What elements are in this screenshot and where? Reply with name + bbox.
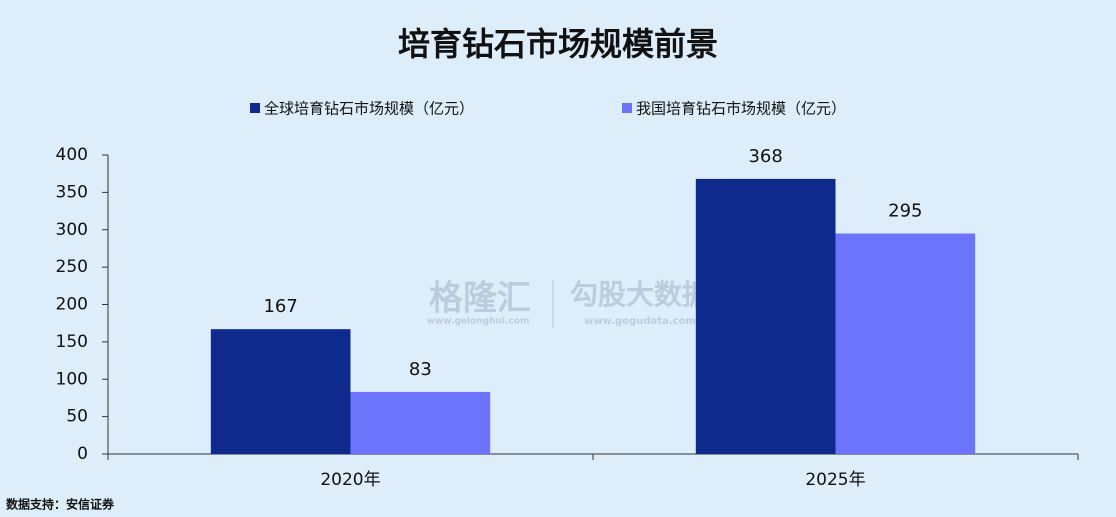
watermark: www.gelonghui.com [427, 317, 530, 327]
bar [695, 178, 836, 455]
y-tick-label: 300 [56, 220, 88, 240]
y-tick-label: 400 [56, 145, 88, 165]
y-tick-label: 100 [56, 369, 88, 389]
bar [210, 329, 351, 454]
x-tick-label: 2025年 [805, 470, 865, 490]
y-tick-label: 200 [56, 295, 88, 315]
legend-label: 全球培育钻石市场规模（亿元） [264, 100, 474, 118]
data-label: 167 [263, 296, 297, 317]
legend-swatch [250, 103, 260, 113]
data-label: 368 [748, 146, 782, 167]
x-tick-label: 2020年 [320, 470, 380, 490]
bar [350, 391, 491, 454]
watermark: 勾股大数据 [570, 278, 710, 311]
data-label: 295 [888, 200, 922, 221]
source: 数据支持：安信证券 [6, 497, 115, 512]
chart-title: 培育钻石市场规模前景 [398, 25, 718, 63]
bar [835, 233, 976, 454]
y-tick-label: 250 [56, 257, 88, 277]
y-tick-label: 150 [56, 332, 88, 352]
y-tick-label: 350 [56, 182, 88, 202]
y-tick-label: 50 [66, 407, 88, 427]
y-tick-label: 0 [77, 444, 88, 464]
data-label: 83 [409, 359, 432, 380]
legend-label: 我国培育钻石市场规模（亿元） [636, 100, 846, 118]
watermark: www.gogudata.com [584, 316, 696, 327]
legend-swatch [622, 103, 632, 113]
watermark: 格隆汇 [429, 279, 531, 319]
